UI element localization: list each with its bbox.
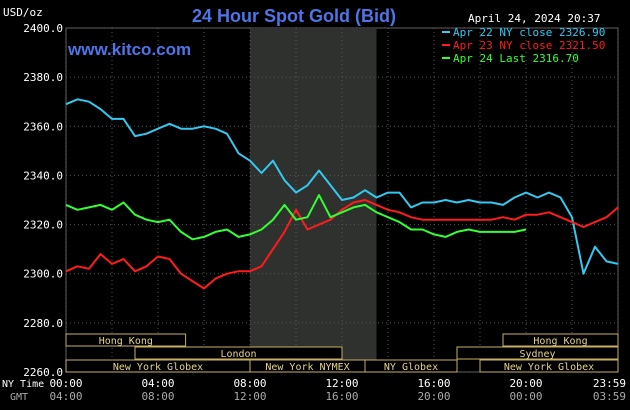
x-tick-label-gmt: 20:00 bbox=[417, 390, 450, 403]
session-box bbox=[134, 346, 343, 360]
session-bar: New York Globex bbox=[479, 359, 619, 373]
session-box bbox=[456, 346, 619, 360]
nymex-session-highlight bbox=[250, 29, 377, 372]
ny-time-label: NY Time bbox=[2, 379, 44, 390]
x-tick-label-ny: 08:00 bbox=[233, 377, 266, 390]
legend-label: Apr 22 NY close 2326.90 bbox=[453, 26, 605, 39]
y-tick-label: 2360.0 bbox=[23, 120, 63, 133]
x-tick-label-gmt: 04:00 bbox=[49, 390, 82, 403]
legend-item: Apr 23 NY close 2321.50 bbox=[442, 39, 605, 52]
legend-item: Apr 24 Last 2316.70 bbox=[442, 52, 579, 65]
y-tick-label: 2260.0 bbox=[23, 366, 63, 379]
x-tick-label-gmt: 03:59 bbox=[593, 390, 626, 403]
y-tick-label: 2280.0 bbox=[23, 317, 63, 330]
session-label: New York NYMEX bbox=[265, 362, 349, 373]
series-line-2 bbox=[65, 199, 619, 290]
nymex-highlight-band bbox=[250, 29, 377, 372]
session-bar: NY Globex bbox=[364, 359, 458, 373]
y-tick-label: 2300.0 bbox=[23, 268, 63, 281]
session-box bbox=[65, 333, 187, 347]
legend-label: Apr 23 NY close 2321.50 bbox=[453, 39, 605, 52]
y-tick-label: 2320.0 bbox=[23, 219, 63, 232]
session-bar: Hong Kong bbox=[502, 333, 619, 347]
legend-label: Apr 24 Last 2316.70 bbox=[453, 52, 579, 65]
y-tick-label: 2400.0 bbox=[23, 22, 63, 35]
session-bar: New York Globex bbox=[65, 359, 251, 373]
series-line-1 bbox=[65, 98, 619, 275]
x-tick-label-ny: 16:00 bbox=[417, 377, 450, 390]
session-label: London bbox=[220, 349, 256, 360]
trading-sessions: Hong Kong Hong Kong London Sydney New York G… bbox=[65, 333, 619, 373]
price-series bbox=[65, 98, 619, 290]
session-bar: London bbox=[134, 346, 343, 360]
session-box bbox=[364, 359, 458, 373]
x-tick-label-gmt: 00:00 bbox=[509, 390, 542, 403]
site-watermark[interactable]: www.kitco.com bbox=[67, 40, 191, 59]
x-tick-label-ny: 12:00 bbox=[325, 377, 358, 390]
session-box bbox=[479, 359, 619, 373]
y-tick-label: 2380.0 bbox=[23, 71, 63, 84]
session-label: NY Globex bbox=[384, 362, 438, 373]
legend-item: Apr 22 NY close 2326.90 bbox=[442, 26, 605, 39]
x-tick-label-ny: 04:00 bbox=[141, 377, 174, 390]
session-label: Hong Kong bbox=[99, 336, 153, 347]
x-tick-label-ny: 20:00 bbox=[509, 377, 542, 390]
chart-title: 24 Hour Spot Gold (Bid) bbox=[192, 6, 396, 26]
session-label: New York Globex bbox=[504, 362, 594, 373]
gmt-label: GMT bbox=[10, 392, 28, 403]
session-bar: Sydney bbox=[456, 346, 619, 360]
session-label: Sydney bbox=[519, 349, 555, 360]
x-tick-label-gmt: 16:00 bbox=[325, 390, 358, 403]
x-tick-label-ny: 00:00 bbox=[49, 377, 82, 390]
series-line-3 bbox=[65, 194, 527, 241]
session-bar: Hong Kong bbox=[65, 333, 187, 347]
y-tick-label: 2340.0 bbox=[23, 169, 63, 182]
session-label: New York Globex bbox=[113, 362, 203, 373]
session-box bbox=[502, 333, 619, 347]
x-axis-ticks: 00:00 04:00 08:00 12:00 16:00 20:00 23:5904:00… bbox=[49, 377, 626, 403]
x-tick-label-gmt: 12:00 bbox=[233, 390, 266, 403]
x-tick-label-ny: 23:59 bbox=[593, 377, 626, 390]
session-bar: New York NYMEX bbox=[249, 359, 366, 373]
x-tick-label-gmt: 08:00 bbox=[141, 390, 174, 403]
session-label: Hong Kong bbox=[533, 336, 587, 347]
timestamp: April 24, 2024 20:37 bbox=[468, 12, 600, 25]
unit-label: USD/oz bbox=[3, 6, 43, 19]
y-axis-ticks: 2260.0 2280.0 2300.0 2320.0 2340.0 2360.0 2380… bbox=[23, 22, 63, 379]
